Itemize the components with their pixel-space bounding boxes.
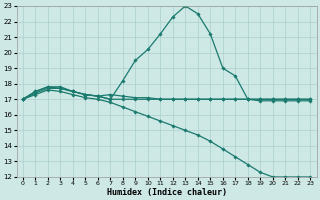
X-axis label: Humidex (Indice chaleur): Humidex (Indice chaleur) [107,188,227,197]
